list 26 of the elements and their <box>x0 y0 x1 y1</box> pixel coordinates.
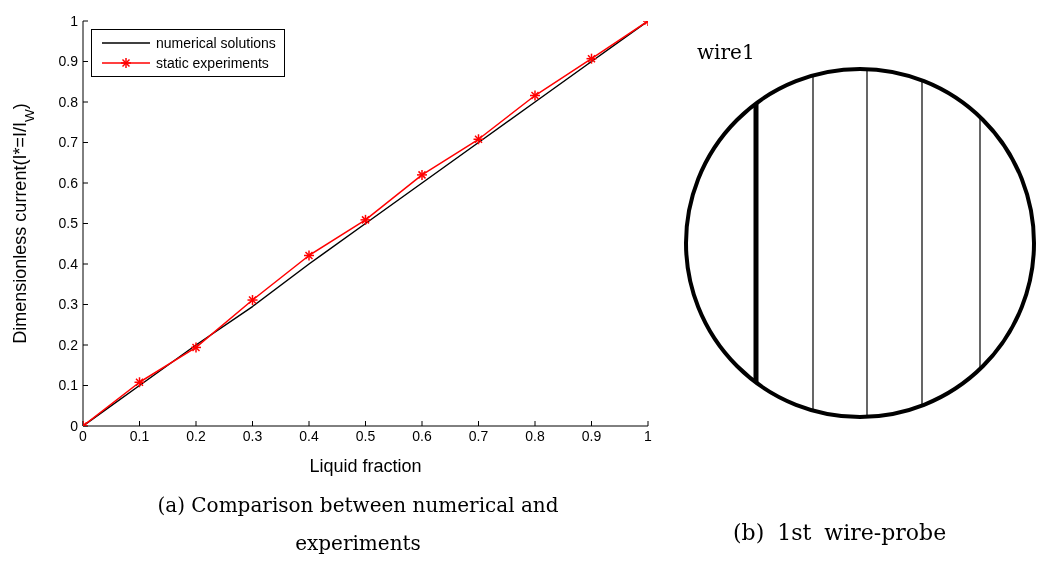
x-tick-label: 0.7 <box>468 427 489 444</box>
x-tick-label: 0.6 <box>412 427 432 444</box>
text: wire1 <box>697 40 755 64</box>
y-tick-label: 0.7 <box>58 134 79 151</box>
x-tick-label: 0.3 <box>242 427 263 444</box>
x-tick-label: 0.8 <box>525 427 545 444</box>
x-tick-label: 1 <box>644 427 653 444</box>
legend-label: static experiments <box>156 55 269 71</box>
y-tick-label: 0.4 <box>58 255 79 272</box>
y-tick-label: 1 <box>70 12 79 29</box>
x-axis-title: Liquid fraction <box>309 456 422 476</box>
y-tick-label: 0.8 <box>58 93 79 110</box>
x-tick-label: 0.1 <box>129 427 150 444</box>
x-tick-label: 0.4 <box>299 427 319 444</box>
y-tick-label: 0.9 <box>58 53 79 70</box>
x-tick-label: 0.2 <box>186 427 206 444</box>
y-tick-label: 0.6 <box>58 174 79 191</box>
y-tick-label: 0.5 <box>58 215 79 232</box>
x-tick-label: 0.9 <box>581 427 602 444</box>
legend-label: numerical solutions <box>156 35 276 51</box>
y-tick-label: 0.2 <box>58 336 79 353</box>
text: (b) 1st wire-probe <box>733 520 947 545</box>
y-tick-label: 0.3 <box>58 296 79 313</box>
text: (a) Comparison between numerical and experiments <box>156 492 560 557</box>
x-tick-label: 0.5 <box>355 427 376 444</box>
y-tick-label: 0.1 <box>58 377 79 394</box>
